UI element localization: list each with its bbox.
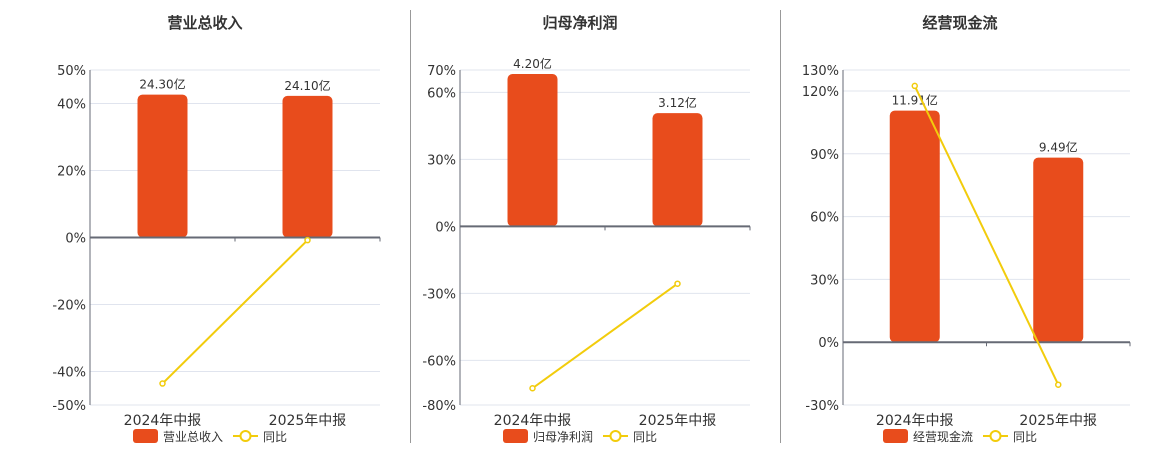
- yoy-line: [531, 282, 679, 390]
- y-tick-label: 120%: [802, 85, 839, 100]
- chart-title: 归母净利润: [542, 14, 617, 32]
- bar-label: 3.12亿: [658, 95, 697, 110]
- panel-divider: [410, 10, 411, 443]
- legend-line-label: 同比: [633, 430, 657, 444]
- legend-line-label: 同比: [1013, 430, 1037, 444]
- yoy-point: [159, 380, 166, 387]
- yoy-point: [304, 236, 311, 244]
- y-tick-label: 0%: [818, 336, 839, 351]
- legend-bar-label: 归母净利润: [533, 430, 593, 444]
- y-tick-label: 40%: [57, 98, 86, 113]
- bar: [282, 95, 333, 238]
- legend-bar-swatch: [503, 429, 528, 443]
- legend-bar-swatch: [883, 429, 908, 443]
- y-tick-label: 60%: [427, 86, 456, 101]
- bar: [137, 94, 188, 238]
- y-tick-label: 130%: [802, 64, 839, 79]
- x-tick-label: 2024年中报: [876, 413, 954, 429]
- y-tick-label: -50%: [52, 399, 86, 414]
- bar: [1033, 157, 1084, 343]
- bar-label: 9.49亿: [1039, 140, 1078, 155]
- bar: [507, 73, 558, 227]
- y-tick-label: 0%: [65, 232, 86, 247]
- y-tick-label: 90%: [810, 148, 839, 163]
- chart-title: 经营现金流: [922, 14, 997, 32]
- y-tick-label: 70%: [427, 64, 456, 79]
- y-tick-label: 50%: [57, 64, 86, 79]
- legend-line-marker: [989, 430, 1002, 442]
- yoy-point: [1055, 381, 1062, 388]
- legend-line-label: 同比: [263, 430, 287, 444]
- y-tick-label: -30%: [422, 287, 456, 302]
- bar-label: 4.20亿: [513, 56, 552, 71]
- yoy-point: [529, 385, 536, 392]
- yoy-line: [161, 239, 309, 385]
- legend-bar-label: 营业总收入: [163, 430, 223, 444]
- x-tick-label: 2025年中报: [269, 413, 347, 429]
- bar: [652, 113, 703, 227]
- y-tick-label: 30%: [810, 273, 839, 288]
- y-tick-label: 30%: [427, 153, 456, 168]
- yoy-point: [911, 82, 918, 90]
- y-tick-label: -20%: [52, 299, 86, 314]
- y-tick-label: -80%: [422, 399, 456, 414]
- legend-bar-swatch: [133, 429, 158, 443]
- yoy-point: [674, 280, 681, 287]
- chart-title: 营业总收入: [167, 14, 242, 32]
- y-tick-label: 20%: [57, 165, 86, 180]
- yoy-line: [913, 85, 1060, 386]
- bar-label: 24.30亿: [139, 77, 185, 92]
- y-tick-label: 0%: [435, 220, 456, 235]
- legend-line-marker: [239, 430, 252, 442]
- x-tick-label: 2025年中报: [639, 413, 717, 429]
- y-tick-label: 60%: [810, 211, 839, 226]
- x-tick-label: 2024年中报: [494, 413, 572, 429]
- x-tick-label: 2025年中报: [1019, 413, 1097, 429]
- panel-divider: [780, 10, 781, 443]
- legend-bar-label: 经营现金流: [913, 429, 973, 444]
- bar-label: 24.10亿: [284, 78, 330, 93]
- y-tick-label: -30%: [805, 399, 839, 414]
- bar-label: 11.91亿: [892, 93, 938, 108]
- bar: [889, 110, 940, 343]
- y-tick-label: -60%: [422, 354, 456, 369]
- x-tick-label: 2024年中报: [124, 413, 202, 429]
- y-tick-label: -40%: [52, 366, 86, 381]
- legend-line-marker: [609, 430, 622, 442]
